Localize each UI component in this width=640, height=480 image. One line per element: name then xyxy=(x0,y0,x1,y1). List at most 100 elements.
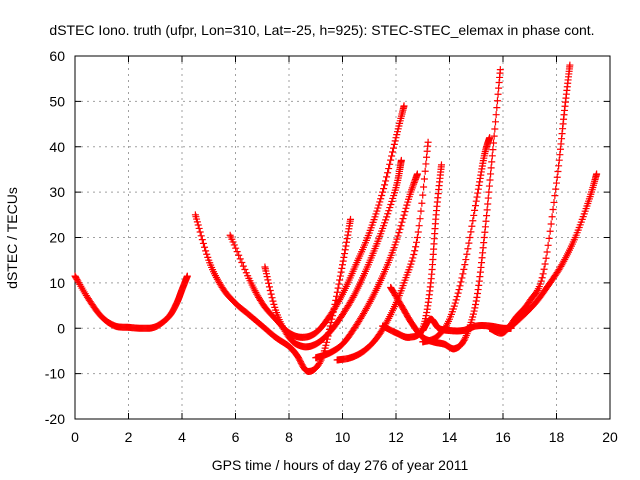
data-point xyxy=(264,276,272,284)
y-tick-label: 60 xyxy=(49,48,65,64)
data-point xyxy=(546,227,554,235)
data-point xyxy=(548,213,556,221)
data-point xyxy=(455,286,463,294)
data-point xyxy=(489,146,497,154)
data-point xyxy=(451,299,459,307)
data-point xyxy=(551,192,559,200)
data-point xyxy=(462,256,470,264)
data-point xyxy=(484,200,492,208)
data-point xyxy=(183,272,191,280)
data-point xyxy=(553,179,560,187)
data-point xyxy=(385,165,393,173)
x-tick-label: 10 xyxy=(335,429,351,445)
data-point xyxy=(464,245,472,253)
data-point xyxy=(373,207,381,215)
data-point xyxy=(456,282,464,290)
data-point xyxy=(397,156,405,164)
data-point xyxy=(474,185,482,193)
data-point xyxy=(496,66,504,74)
data-point xyxy=(465,239,473,247)
data-point xyxy=(418,199,426,207)
data-point xyxy=(386,160,394,168)
data-point xyxy=(235,251,243,259)
data-point xyxy=(422,160,430,168)
series-arc-12 xyxy=(494,170,601,335)
data-point xyxy=(386,204,394,212)
data-point xyxy=(265,279,273,287)
data-point xyxy=(343,238,351,246)
data-point xyxy=(203,250,211,258)
data-point xyxy=(399,215,407,223)
y-tick-label: -20 xyxy=(45,411,65,427)
data-point xyxy=(494,90,502,98)
data-point xyxy=(469,310,477,318)
data-point xyxy=(487,170,495,178)
data-point xyxy=(341,250,349,258)
data-point xyxy=(197,232,205,240)
data-point xyxy=(471,206,479,214)
y-tick-label: 40 xyxy=(49,139,65,155)
data-point xyxy=(566,61,574,69)
data-point xyxy=(380,185,388,193)
data-point xyxy=(333,288,341,296)
data-point xyxy=(195,224,203,232)
data-point xyxy=(202,247,210,255)
data-point xyxy=(384,210,392,218)
data-point xyxy=(392,238,400,246)
data-point xyxy=(493,104,501,112)
x-tick-label: 2 xyxy=(125,429,133,445)
data-point xyxy=(383,173,391,181)
x-tick-label: 4 xyxy=(178,429,186,445)
data-point xyxy=(553,173,561,181)
data-point xyxy=(407,260,415,268)
data-point xyxy=(388,197,396,205)
y-tick-label: 50 xyxy=(49,93,65,109)
data-point xyxy=(400,102,408,110)
data-point xyxy=(397,222,405,230)
data-point xyxy=(474,290,482,298)
data-point xyxy=(552,185,560,193)
data-point xyxy=(487,164,495,172)
data-point xyxy=(488,158,496,166)
data-point xyxy=(375,201,383,209)
data-point xyxy=(396,225,404,233)
data-point xyxy=(414,228,422,236)
data-point xyxy=(555,156,563,164)
data-point xyxy=(491,118,499,126)
data-point xyxy=(542,254,550,262)
data-point xyxy=(268,294,276,302)
data-point xyxy=(381,219,389,227)
data-point xyxy=(544,241,552,249)
data-point xyxy=(410,250,418,258)
data-point xyxy=(232,244,240,252)
series-arc-10 xyxy=(419,134,494,346)
data-point xyxy=(233,248,241,256)
data-point xyxy=(470,211,478,219)
data-point xyxy=(424,138,432,146)
data-point xyxy=(193,218,201,226)
data-point xyxy=(471,202,479,210)
series xyxy=(71,61,601,375)
data-point xyxy=(382,216,390,224)
data-point xyxy=(270,300,278,308)
data-point xyxy=(239,262,247,270)
data-point xyxy=(452,296,460,304)
data-point xyxy=(474,189,482,197)
data-point xyxy=(453,293,461,301)
data-point xyxy=(417,207,425,215)
data-point xyxy=(347,215,355,223)
data-point xyxy=(196,228,204,236)
data-point xyxy=(467,228,475,236)
data-point xyxy=(393,235,401,243)
data-point xyxy=(490,132,498,140)
data-point xyxy=(473,193,481,201)
data-point xyxy=(336,272,344,280)
data-point xyxy=(419,191,427,199)
data-point xyxy=(238,259,246,267)
data-point xyxy=(343,235,351,243)
data-point xyxy=(486,176,494,184)
data-point xyxy=(468,222,476,230)
series-arc-3 xyxy=(226,102,408,341)
data-point xyxy=(334,284,342,292)
